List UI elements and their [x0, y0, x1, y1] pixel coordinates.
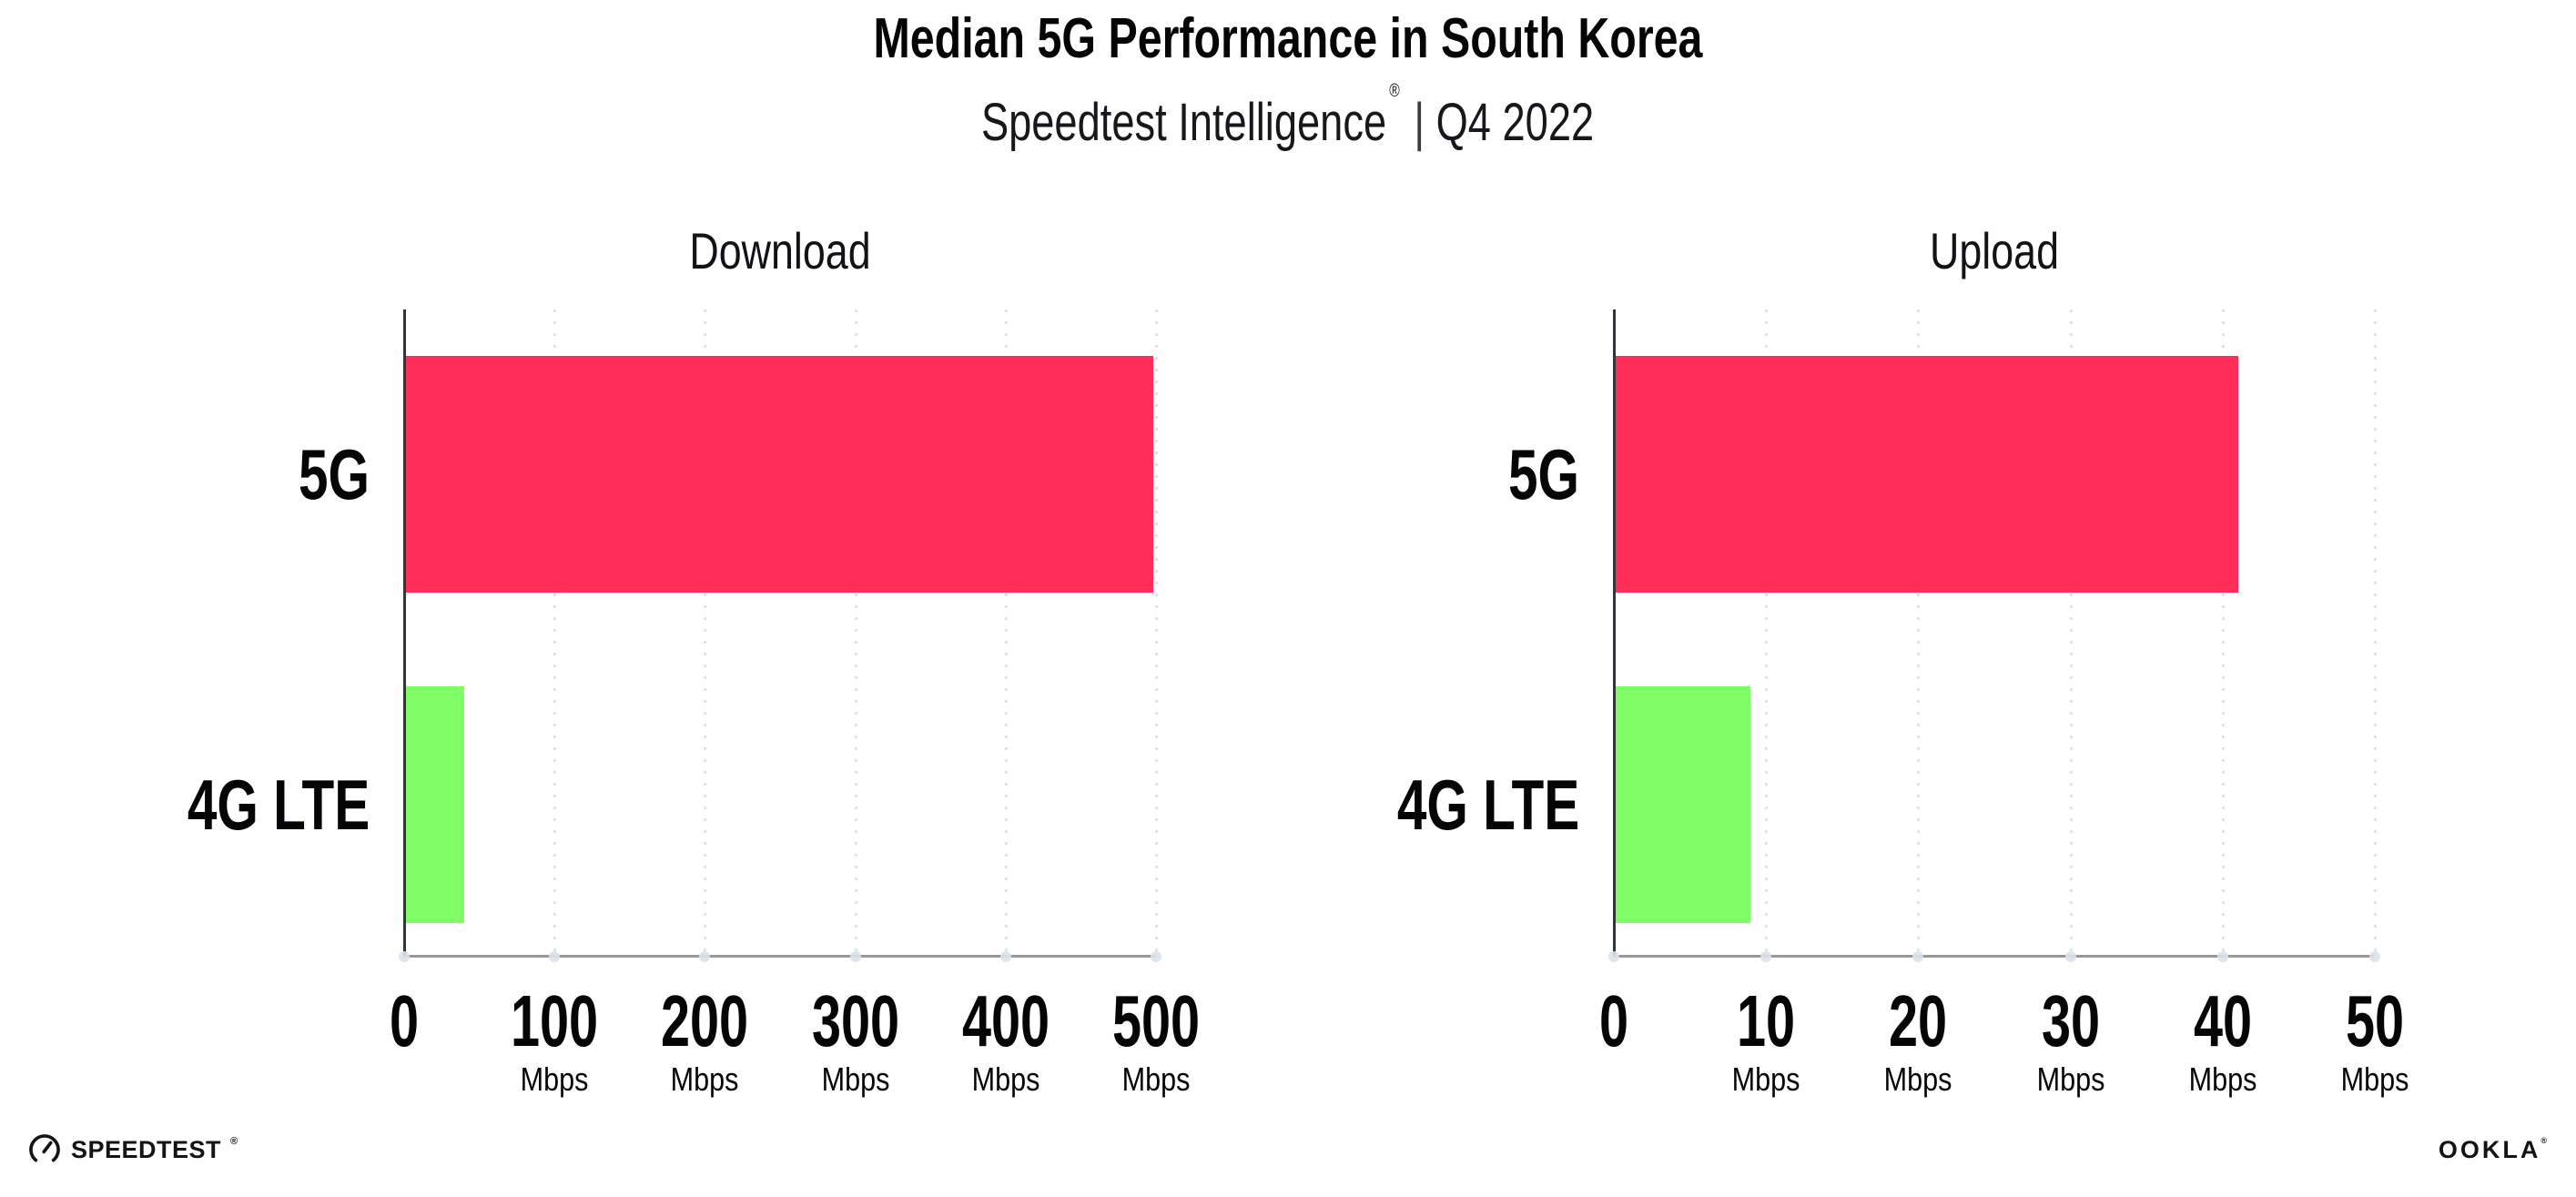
- gridline-30-upload: [2069, 309, 2073, 957]
- category-label-text: 5G: [298, 434, 370, 514]
- speedtest-registered-icon: ®: [230, 1136, 238, 1147]
- y-axis-download: [403, 309, 406, 958]
- speedtest-logo: SPEEDTEST ®: [27, 1132, 238, 1167]
- page-title: Median 5G Performance in South Korea: [0, 9, 2576, 68]
- subtitle-divider: |: [1414, 93, 1425, 152]
- category-label-text: 4G LTE: [187, 765, 370, 845]
- x-tick-label-500-download: 500: [1111, 980, 1201, 1061]
- x-axis-download: [404, 955, 1156, 958]
- category-label-4g-lte-download: 4G LTE: [0, 762, 370, 847]
- x-tick-unit-30-upload: Mbps: [2036, 1060, 2105, 1098]
- x-tick-label-0-download: 0: [389, 980, 420, 1061]
- ookla-logo: OOKLA ®: [2438, 1136, 2547, 1163]
- x-tick-label-30-upload: 30: [2041, 980, 2100, 1061]
- x-tick-unit-200-download: Mbps: [670, 1060, 739, 1098]
- plot-area-download: [399, 309, 1161, 962]
- subtitle-brand: Speedtest Intelligence: [981, 93, 1387, 152]
- axis-tick-dot-30-upload: [2064, 951, 2076, 962]
- speedtest-gauge-icon: [29, 1134, 60, 1162]
- axis-tick-dot-300-download: [849, 951, 861, 962]
- x-tick-label-0-upload: 0: [1598, 980, 1629, 1061]
- x-tick-unit-300-download: Mbps: [821, 1060, 890, 1098]
- bar-5g-upload: [1614, 356, 2238, 593]
- x-tick-label-300-download: 300: [811, 980, 899, 1061]
- axis-tick-dot-500-download: [1151, 951, 1161, 962]
- gridline-300-download: [854, 309, 857, 957]
- axis-tick-dot-10-upload: [1760, 951, 1772, 962]
- axis-tick-dot-100-download: [549, 951, 561, 962]
- axis-tick-dot-0-download: [399, 951, 410, 962]
- bar-4g-lte-download: [404, 686, 465, 923]
- page-subtitle-text: Speedtest Intelligence® | Q4 2022: [981, 81, 1595, 154]
- page-subtitle: Speedtest Intelligence® | Q4 2022: [0, 81, 2576, 154]
- x-tick-unit-50-upload: Mbps: [2340, 1060, 2409, 1098]
- category-label-text: 4G LTE: [1396, 765, 1579, 845]
- subtitle-period: Q4 2022: [1436, 93, 1595, 152]
- x-tick-unit-500-download: Mbps: [1121, 1060, 1191, 1098]
- gridline-200-download: [704, 309, 707, 957]
- chart-title-upload: Upload: [1930, 222, 2059, 279]
- category-label-5g-upload: 5G: [1197, 431, 1579, 517]
- gridline-100-download: [553, 309, 557, 957]
- bar-5g-download: [404, 356, 1153, 593]
- page-title-text: Median 5G Performance in South Korea: [873, 7, 1703, 70]
- gridline-40-upload: [2221, 309, 2225, 957]
- x-tick-label-10-upload: 10: [1737, 980, 1796, 1061]
- x-tick-label-40-upload: 40: [2193, 980, 2252, 1061]
- x-tick-label-200-download: 200: [661, 980, 749, 1061]
- gridline-20-upload: [1917, 309, 1921, 957]
- axis-tick-dot-400-download: [999, 951, 1011, 962]
- axis-tick-dot-40-upload: [2216, 951, 2228, 962]
- axis-tick-dot-50-upload: [2369, 951, 2380, 962]
- bar-4g-lte-upload: [1614, 686, 1751, 923]
- category-label-4g-lte-upload: 4G LTE: [1197, 762, 1579, 847]
- ookla-registered-icon: ®: [2541, 1136, 2547, 1145]
- gridline-400-download: [1004, 309, 1008, 957]
- x-tick-unit-40-upload: Mbps: [2188, 1060, 2257, 1098]
- axis-tick-dot-0-upload: [1608, 951, 1619, 962]
- x-tick-label-400-download: 400: [961, 980, 1050, 1061]
- category-label-text: 5G: [1507, 434, 1579, 514]
- x-tick-unit-100-download: Mbps: [520, 1060, 589, 1098]
- y-axis-upload: [1613, 309, 1616, 958]
- speedtest-wordmark: SPEEDTEST: [71, 1135, 222, 1163]
- x-tick-label-100-download: 100: [511, 980, 599, 1061]
- x-tick-unit-400-download: Mbps: [971, 1060, 1040, 1098]
- x-axis-upload: [1614, 955, 2375, 958]
- gridline-500-download: [1155, 309, 1158, 957]
- plot-area-upload: [1608, 309, 2380, 962]
- gridline-50-upload: [2374, 309, 2377, 957]
- gridline-10-upload: [1765, 309, 1769, 957]
- x-tick-unit-10-upload: Mbps: [1731, 1060, 1800, 1098]
- x-tick-unit-20-upload: Mbps: [1883, 1060, 1952, 1098]
- category-label-5g-download: 5G: [0, 431, 370, 517]
- axis-tick-dot-200-download: [699, 951, 711, 962]
- chart-title-download: Download: [689, 222, 871, 279]
- axis-tick-dot-20-upload: [1912, 951, 1924, 962]
- ookla-wordmark: OOKLA: [2438, 1136, 2541, 1163]
- registered-trademark-icon: ®: [1389, 80, 1401, 101]
- x-tick-label-20-upload: 20: [1889, 980, 1948, 1061]
- x-tick-label-50-upload: 50: [2345, 980, 2405, 1061]
